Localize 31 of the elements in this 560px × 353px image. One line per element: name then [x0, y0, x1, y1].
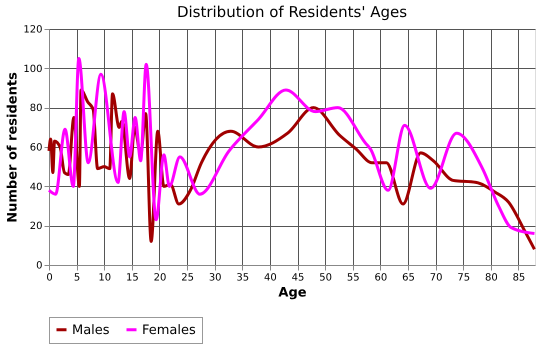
y-tick-label: 60 [30, 142, 42, 154]
y-tick-label: 0 [36, 260, 42, 272]
x-tick-label: 85 [512, 272, 526, 284]
x-tick-label: 70 [430, 272, 442, 284]
x-tick-label: 5 [74, 272, 80, 284]
x-tick-label: 55 [346, 272, 360, 284]
y-tick-label: 40 [30, 182, 42, 193]
x-tick-label: 35 [236, 272, 250, 284]
x-tick-label: 80 [484, 272, 498, 284]
x-tick-label: 60 [374, 272, 388, 284]
x-tick-label: 10 [98, 272, 112, 284]
x-axis-title: Age [278, 286, 307, 300]
chart-title: Distribution of Residents' Ages [176, 3, 408, 21]
x-tick-label: 45 [292, 272, 304, 284]
x-tick-label: 40 [264, 272, 277, 284]
y-tick-label: 100 [23, 64, 42, 75]
y-axis-title: Number of residents [5, 72, 20, 223]
x-tick-label: 15 [126, 272, 139, 284]
x-tick-label: 0 [46, 272, 53, 284]
line-series [48, 57, 536, 236]
y-tick-label: 80 [30, 103, 42, 114]
x-tick-label: 20 [154, 272, 166, 284]
x-tick-label: 75 [457, 272, 470, 284]
legend-label: Females [142, 322, 196, 338]
x-tick-label: 30 [208, 272, 222, 284]
y-tick-label: 120 [23, 24, 42, 36]
y-tick-label: 20 [30, 221, 42, 232]
x-tick-label: 65 [402, 272, 415, 284]
legend-label: Males [72, 322, 110, 338]
x-tick-label: 50 [319, 272, 332, 284]
x-tick-label: 25 [181, 272, 194, 284]
